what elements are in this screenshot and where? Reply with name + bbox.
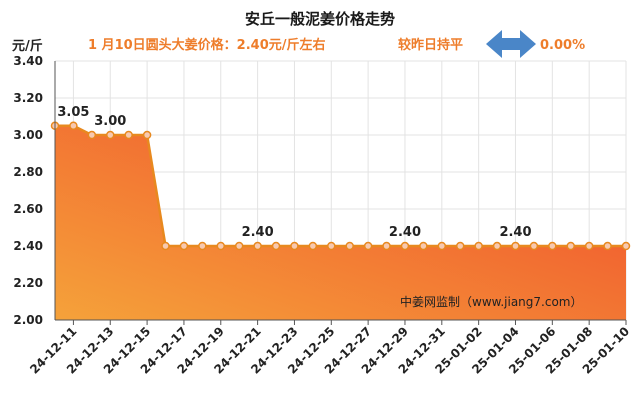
data-point	[400, 241, 410, 251]
data-point	[327, 241, 336, 251]
plot-area	[50, 121, 631, 320]
data-point	[492, 241, 502, 251]
data-point	[124, 130, 133, 140]
data-point	[290, 241, 299, 251]
data-point	[363, 241, 373, 251]
change-percent: 0.00%	[540, 38, 585, 53]
chart-title: 安丘一般泥姜价格走势	[245, 10, 395, 28]
data-label: 2.40	[389, 225, 421, 240]
y-tick-label: 2.00	[13, 313, 43, 327]
data-point	[253, 241, 262, 251]
data-point	[142, 130, 152, 140]
y-tick-label: 2.40	[13, 239, 43, 253]
data-point	[234, 241, 244, 251]
data-point	[161, 241, 170, 251]
data-point	[455, 241, 465, 251]
y-tick-label: 2.80	[13, 165, 43, 179]
y-tick-label: 3.40	[13, 54, 43, 68]
y-tick-label: 2.60	[13, 202, 43, 216]
price-info: 1 月10日圆头大姜价格：2.40元/斤左右	[88, 37, 326, 53]
watermark: 中姜网监制（www.jiang7.com）	[400, 294, 582, 309]
data-point	[437, 241, 447, 251]
data-point	[87, 130, 97, 140]
data-point	[308, 241, 318, 251]
data-label: 3.00	[94, 114, 126, 129]
compare-label: 较昨日持平	[398, 37, 463, 53]
price-area-fill	[55, 125, 626, 320]
data-labels: 3.05 3.00 2.40 2.40 2.40	[57, 105, 531, 240]
data-point	[382, 241, 391, 251]
data-point	[419, 241, 428, 251]
data-label: 2.40	[242, 225, 274, 240]
data-label: 2.40	[499, 225, 531, 240]
y-tick-label: 3.00	[13, 128, 43, 142]
data-point	[511, 241, 520, 251]
data-point	[621, 241, 631, 251]
data-point	[271, 241, 281, 251]
data-point	[216, 241, 226, 251]
data-point	[345, 241, 354, 251]
y-tick-label: 3.20	[13, 91, 43, 105]
y-tick-label: 2.20	[13, 276, 43, 290]
data-point	[548, 241, 557, 251]
data-point	[474, 241, 483, 251]
data-point	[69, 121, 78, 130]
data-point	[529, 241, 539, 251]
data-point	[106, 130, 115, 140]
data-point	[198, 241, 207, 251]
data-point	[603, 241, 612, 251]
data-point	[584, 241, 594, 251]
data-point	[179, 241, 189, 251]
y-axis-unit: 元/斤	[12, 38, 43, 54]
data-point	[566, 241, 575, 251]
left-right-arrow-icon	[486, 30, 536, 58]
data-label: 3.05	[57, 105, 89, 120]
